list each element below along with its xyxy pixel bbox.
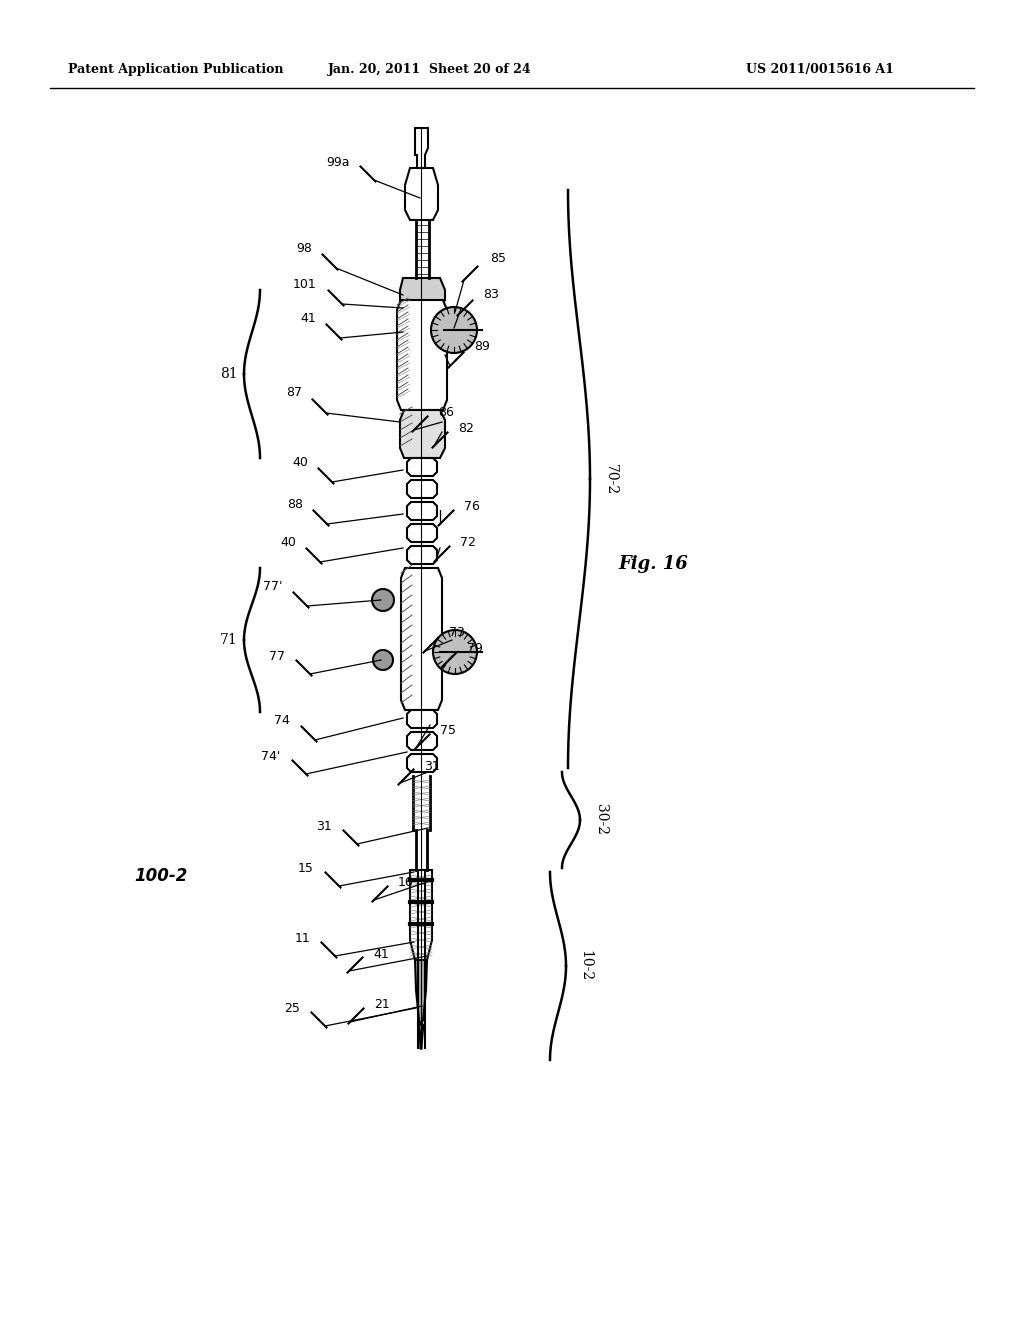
- Text: 74: 74: [274, 714, 290, 726]
- Polygon shape: [400, 279, 445, 312]
- Polygon shape: [407, 524, 437, 543]
- Polygon shape: [401, 568, 442, 710]
- Polygon shape: [415, 128, 428, 168]
- Circle shape: [373, 649, 393, 671]
- Text: 79: 79: [467, 642, 483, 655]
- Text: 81: 81: [220, 367, 238, 381]
- Text: Fig. 16: Fig. 16: [618, 554, 688, 573]
- Text: 77': 77': [262, 581, 282, 594]
- Polygon shape: [407, 710, 437, 729]
- Text: 86: 86: [438, 405, 454, 418]
- Polygon shape: [400, 411, 445, 458]
- Text: 83: 83: [483, 288, 499, 301]
- Text: Jan. 20, 2011  Sheet 20 of 24: Jan. 20, 2011 Sheet 20 of 24: [328, 63, 531, 77]
- Polygon shape: [407, 458, 437, 477]
- Text: 72: 72: [460, 536, 476, 549]
- Circle shape: [433, 630, 477, 675]
- Text: 11: 11: [294, 932, 310, 945]
- Polygon shape: [410, 870, 432, 972]
- Text: 41: 41: [300, 312, 316, 325]
- Text: 25: 25: [284, 1002, 300, 1015]
- Text: 31: 31: [316, 820, 332, 833]
- Text: 70-2: 70-2: [604, 465, 618, 495]
- Text: 87: 87: [286, 387, 302, 400]
- Text: 99a: 99a: [327, 156, 350, 169]
- Polygon shape: [407, 733, 437, 750]
- Text: 31: 31: [424, 759, 439, 772]
- Text: 101: 101: [292, 277, 316, 290]
- Circle shape: [372, 589, 394, 611]
- Polygon shape: [406, 168, 438, 220]
- Text: 85: 85: [490, 252, 506, 264]
- Text: 82: 82: [458, 421, 474, 434]
- Text: 16: 16: [398, 875, 414, 888]
- Text: 77: 77: [269, 649, 285, 663]
- Text: 89: 89: [474, 339, 489, 352]
- Text: 100-2: 100-2: [134, 867, 188, 884]
- Text: 75: 75: [440, 723, 456, 737]
- Text: Patent Application Publication: Patent Application Publication: [68, 63, 284, 77]
- Text: 10-2: 10-2: [578, 950, 592, 982]
- Text: 88: 88: [287, 498, 303, 511]
- Polygon shape: [415, 960, 427, 1026]
- Text: 71: 71: [220, 634, 238, 647]
- Polygon shape: [407, 502, 437, 520]
- Text: 15: 15: [298, 862, 314, 874]
- Text: 74': 74': [261, 750, 280, 763]
- Text: US 2011/0015616 A1: US 2011/0015616 A1: [746, 63, 894, 77]
- Polygon shape: [397, 300, 447, 411]
- Circle shape: [431, 308, 477, 352]
- Text: 76: 76: [464, 499, 480, 512]
- Text: 21: 21: [374, 998, 390, 1011]
- Polygon shape: [407, 480, 437, 498]
- Polygon shape: [407, 546, 437, 564]
- Text: 41: 41: [373, 948, 389, 961]
- Text: 40: 40: [292, 455, 308, 469]
- Polygon shape: [407, 754, 437, 772]
- Text: 98: 98: [296, 242, 312, 255]
- Text: 30-2: 30-2: [594, 804, 608, 836]
- Text: 40: 40: [281, 536, 296, 549]
- Text: 73: 73: [449, 627, 465, 639]
